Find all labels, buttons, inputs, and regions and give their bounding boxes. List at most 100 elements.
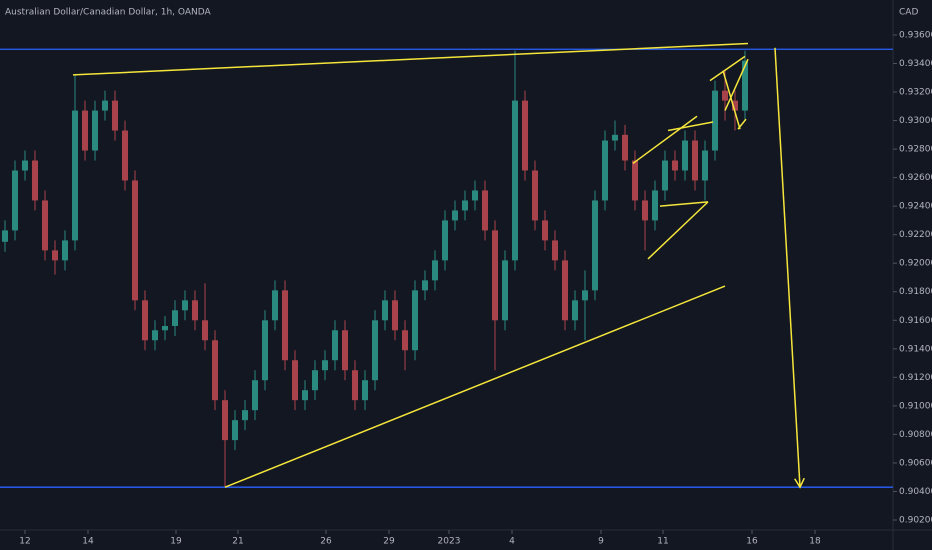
candle-body <box>662 160 668 191</box>
chart-title: Australian Dollar/Canadian Dollar, 1h, O… <box>5 8 211 18</box>
candle-body <box>162 325 168 331</box>
candle-body <box>282 290 288 361</box>
candle-body <box>692 140 698 181</box>
candle-body <box>292 360 298 401</box>
candle-body <box>32 160 38 201</box>
candle-body <box>212 340 218 401</box>
candle-body <box>182 300 188 311</box>
candle-body <box>562 260 568 321</box>
candle-body <box>42 200 48 251</box>
candle-body <box>702 150 708 181</box>
candle-body <box>62 240 68 261</box>
y-tick-label: 0.93600 <box>899 30 932 40</box>
candle-body <box>122 130 128 181</box>
x-tick-label: 29 <box>383 537 395 547</box>
candle-body <box>172 310 178 326</box>
x-tick-label: 12 <box>19 537 30 547</box>
candle-body <box>152 330 158 341</box>
candle-body <box>422 280 428 291</box>
candle-body <box>462 200 468 211</box>
arrow-head <box>794 477 805 489</box>
candle-body <box>372 320 378 381</box>
candle-body <box>252 380 258 411</box>
candle-body <box>522 100 528 171</box>
x-tick-label: 16 <box>746 537 758 547</box>
candle-body <box>492 230 498 321</box>
candle-body <box>202 320 208 341</box>
trend-line <box>724 58 749 111</box>
trend-line <box>224 285 726 488</box>
candle-body <box>262 320 268 381</box>
trend-line <box>632 115 698 164</box>
x-tick-label: 4 <box>509 537 515 547</box>
candle-body <box>352 370 358 401</box>
candle-body <box>242 410 248 421</box>
candle-body <box>432 260 438 281</box>
candle-body <box>222 400 228 441</box>
candle-body <box>482 190 488 231</box>
candle-body <box>742 60 748 111</box>
trend-line <box>659 201 709 207</box>
candle-body <box>582 290 588 301</box>
candle-body <box>652 190 658 221</box>
candle-body <box>452 210 458 221</box>
candle-body <box>332 330 338 361</box>
trend-line <box>667 121 714 132</box>
candle-body <box>342 330 348 371</box>
candle-body <box>52 250 58 261</box>
candle-body <box>682 140 688 171</box>
trend-line <box>72 42 749 76</box>
trend-line <box>709 55 746 82</box>
candle-body <box>232 420 238 441</box>
candle-body <box>572 300 578 321</box>
candle-body <box>132 180 138 301</box>
candle-body <box>722 90 728 101</box>
arrow-shaft <box>774 47 801 488</box>
candle-body <box>92 110 98 151</box>
candle-body <box>672 160 678 171</box>
x-tick-label: 26 <box>320 537 332 547</box>
candle-body <box>502 260 508 321</box>
trend-line <box>647 201 709 260</box>
candle-body <box>552 240 558 261</box>
candle-body <box>532 170 538 221</box>
candle-body <box>82 110 88 151</box>
x-tick-label: 9 <box>598 537 604 547</box>
candle-body <box>72 110 78 241</box>
candle-body <box>412 290 418 351</box>
candle-body <box>512 100 518 261</box>
candle-body <box>362 380 368 401</box>
candle-body <box>602 140 608 201</box>
candle-body <box>472 190 478 201</box>
candle-body <box>612 134 618 141</box>
candle-body <box>592 200 598 291</box>
candle-body <box>12 170 18 231</box>
candle-body <box>392 300 398 331</box>
candle-body <box>2 230 8 242</box>
candle-body <box>272 290 278 321</box>
candle-body <box>312 370 318 391</box>
candle-body <box>112 100 118 131</box>
candle-body <box>542 220 548 241</box>
candle-body <box>142 300 148 341</box>
candle-body <box>322 360 328 371</box>
x-tick-label: 2023 <box>438 537 461 547</box>
x-tick-label: 21 <box>232 537 243 547</box>
candle-body <box>622 134 628 161</box>
candle-body <box>712 90 718 151</box>
